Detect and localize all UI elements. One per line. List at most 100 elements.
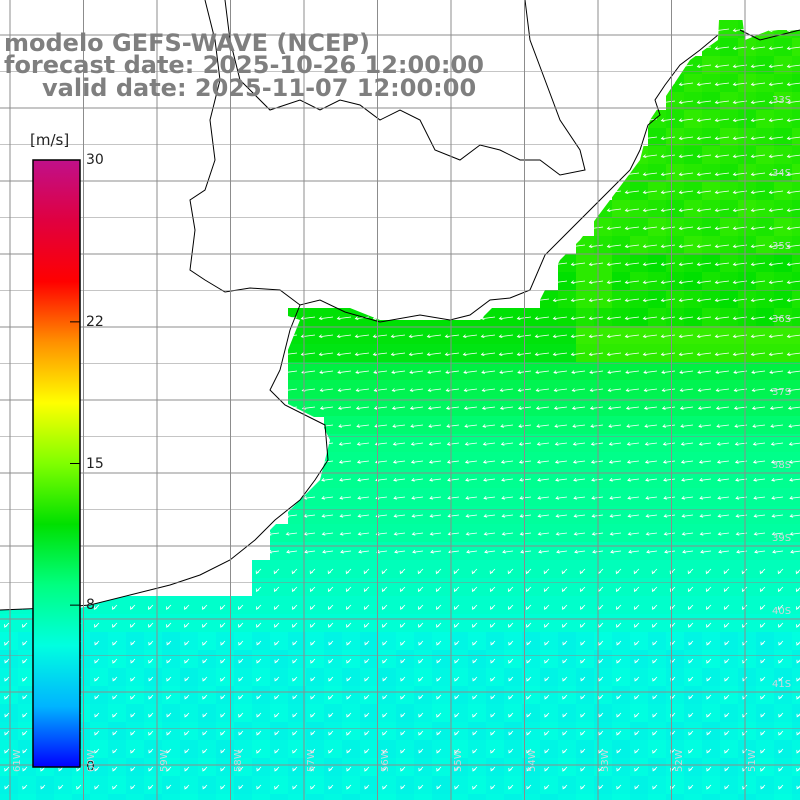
wind-speed-cell: [144, 650, 163, 669]
wind-arrow: [678, 118, 694, 122]
wind-speed-cell: [666, 758, 685, 777]
wind-arrow: [526, 622, 532, 628]
wind-arrow: [508, 694, 514, 700]
wind-speed-cell: [432, 362, 451, 381]
wind-speed-cell: [666, 452, 685, 471]
wind-speed-cell: [720, 56, 739, 75]
wind-arrow: [678, 298, 694, 302]
wind-speed-cell: [414, 686, 433, 705]
wind-speed-cell: [468, 470, 487, 489]
wind-speed-cell: [684, 614, 703, 633]
wind-arrow: [392, 424, 406, 428]
wind-arrow: [634, 784, 640, 790]
wind-arrow: [706, 730, 712, 736]
wind-speed-cell: [576, 362, 595, 381]
wind-speed-cell: [504, 344, 523, 363]
wind-speed-cell: [558, 668, 577, 687]
wind-arrow: [508, 622, 514, 628]
wind-arrow: [786, 82, 800, 86]
wind-speed-cell: [432, 776, 451, 795]
wind-arrow: [454, 676, 460, 682]
wind-speed-cell: [378, 488, 397, 507]
wind-speed-cell: [522, 794, 541, 800]
wind-speed-cell: [774, 56, 793, 75]
wind-speed-cell: [198, 614, 217, 633]
wind-speed-cell: [612, 650, 631, 669]
wind-speed-cell: [630, 398, 649, 417]
wind-arrow: [184, 676, 190, 682]
wind-arrow: [400, 676, 406, 682]
wind-arrow: [589, 388, 604, 392]
wind-arrow: [310, 658, 316, 664]
wind-arrow: [646, 549, 658, 554]
wind-arrow: [660, 226, 676, 230]
wind-arrow: [4, 712, 10, 718]
wind-arrow: [789, 495, 800, 500]
wind-speed-cell: [630, 200, 649, 219]
wind-speed-cell: [90, 740, 109, 759]
wind-speed-cell: [378, 398, 397, 417]
wind-speed-cell: [540, 308, 559, 327]
wind-speed-cell: [378, 506, 397, 525]
wind-speed-cell: [756, 650, 775, 669]
wind-speed-cell: [54, 776, 73, 795]
wind-arrow: [771, 495, 784, 500]
wind-arrow: [678, 100, 694, 104]
wind-arrow: [795, 587, 800, 593]
wind-speed-cell: [792, 704, 800, 723]
wind-arrow: [645, 531, 658, 536]
wind-arrow: [607, 370, 622, 374]
wind-speed-cell: [684, 110, 703, 129]
wind-speed-cell: [612, 506, 631, 525]
wind-speed-cell: [756, 722, 775, 741]
wind-speed-cell: [342, 344, 361, 363]
wind-arrow: [624, 226, 640, 230]
wind-arrow: [786, 64, 800, 68]
wind-speed-cell: [144, 704, 163, 723]
wind-speed-cell: [630, 236, 649, 255]
wind-arrow: [410, 442, 424, 446]
wind-arrow: [346, 712, 352, 718]
wind-arrow: [382, 730, 388, 736]
wind-speed-cell: [306, 380, 325, 399]
wind-arrow: [328, 694, 334, 700]
wind-arrow: [338, 442, 352, 446]
wind-speed-cell: [576, 506, 595, 525]
wind-arrow: [591, 478, 604, 482]
wind-speed-cell: [738, 398, 757, 417]
wind-speed-cell: [720, 20, 739, 39]
wind-arrow: [364, 784, 370, 790]
wind-arrow: [391, 406, 406, 410]
wind-arrow: [750, 136, 766, 140]
wind-speed-cell: [594, 272, 613, 291]
wind-arrow: [148, 712, 154, 718]
wind-arrow: [752, 460, 766, 464]
wind-arrow: [714, 334, 730, 338]
wind-speed-cell: [756, 236, 775, 255]
wind-speed-cell: [648, 614, 667, 633]
wind-arrow: [789, 513, 800, 518]
latitude-label: 35S: [772, 241, 792, 252]
wind-speed-cell: [180, 686, 199, 705]
wind-arrow: [562, 658, 568, 664]
wind-arrow: [304, 549, 316, 554]
wind-arrow: [256, 730, 262, 736]
wind-speed-cell: [756, 704, 775, 723]
wind-arrow: [724, 676, 730, 682]
wind-speed-cell: [378, 596, 397, 615]
wind-arrow: [678, 352, 694, 356]
wind-arrow: [321, 495, 334, 500]
wind-speed-cell: [774, 290, 793, 309]
wind-speed-cell: [342, 578, 361, 597]
wind-speed-cell: [738, 650, 757, 669]
wind-speed-cell: [162, 614, 181, 633]
wind-speed-cell: [414, 344, 433, 363]
wind-speed-cell: [594, 362, 613, 381]
wind-speed-cell: [396, 542, 415, 561]
wind-speed-cell: [504, 776, 523, 795]
wind-speed-cell: [756, 632, 775, 651]
wind-speed-cell: [216, 650, 235, 669]
wind-arrow: [202, 712, 208, 718]
wind-arrow: [537, 513, 550, 518]
wind-speed-cell: [594, 542, 613, 561]
